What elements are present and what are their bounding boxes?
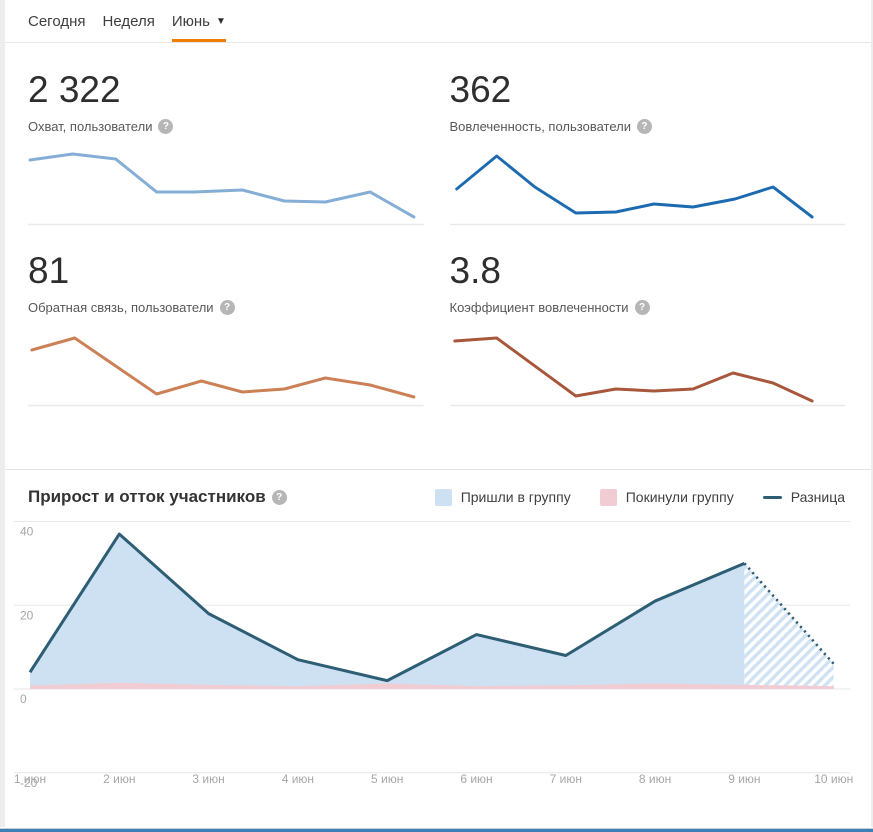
left-area [30, 682, 834, 689]
legend-item-joined[interactable]: Пришли в группу [434, 488, 571, 506]
card-reach-value: 2 322 [28, 69, 121, 110]
x-tick-label: 9 июн [728, 772, 760, 786]
card-engagement: 362 Вовлеченность, пользователи ? [449, 69, 845, 232]
x-tick-label: 10 июн [814, 772, 853, 786]
help-icon[interactable]: ? [634, 300, 650, 315]
help-icon[interactable]: ? [158, 119, 174, 134]
card-engagement-rate: 3.8 Коэффициент вовлеченности ? [449, 250, 845, 413]
legend-swatch-joined [434, 488, 452, 506]
x-tick-label: 6 июн [460, 772, 492, 786]
growth-chart: 40 20 0 -201 июн 2 июн 3 июн 4 июн 5 июн 6 июн 7 … [14, 521, 853, 790]
x-tick-label: 3 июн [192, 772, 224, 786]
legend-item-diff[interactable]: Разница [762, 489, 845, 505]
y-tick-label: 40 [20, 525, 34, 539]
card-engagement-rate-label: Коэффициент вовлеченности [449, 300, 629, 315]
growth-title: Прирост и отток участников [28, 487, 266, 506]
chart-legend: Пришли в группу Покинули группу Разница [434, 488, 845, 506]
x-tick-label: 2 июн [103, 772, 135, 786]
tab-month[interactable]: Июнь ▼ [171, 0, 226, 42]
card-engagement-label: Вовлеченность, пользователи [449, 119, 631, 134]
diff-line [28, 532, 745, 683]
legend-label-joined: Пришли в группу [460, 489, 571, 505]
sparkline-path [30, 336, 416, 399]
summary-cards: 2 322 Охват, пользователи ? 362 Вовлечен… [28, 71, 845, 413]
card-reach: 2 322 Охват, пользователи ? [28, 71, 424, 232]
section-divider [5, 469, 871, 470]
sparkline-path [454, 154, 814, 219]
help-icon[interactable]: ? [219, 300, 235, 315]
legend-swatch-diff [762, 495, 782, 499]
card-engagement-rate-value: 3.8 [449, 250, 501, 291]
er-sparkline [449, 336, 845, 407]
x-tick-label: 4 июн [282, 772, 314, 786]
stats-panel: Сегодня Неделя Июнь ▼ 2 322 Охват, польз… [5, 0, 871, 798]
projection-hatch-area [744, 563, 834, 689]
page-right-gutter [871, 0, 873, 827]
legend-item-left[interactable]: Покинули группу [599, 488, 734, 506]
sparkline-path [28, 152, 416, 219]
legend-label-left: Покинули группу [625, 489, 734, 505]
engagement-sparkline [449, 154, 845, 226]
feedback-sparkline [28, 336, 424, 407]
tab-today[interactable]: Сегодня [28, 12, 86, 30]
legend-label-diff: Разница [790, 489, 845, 505]
diff-line-projection [743, 562, 835, 665]
y-tick-label: 20 [20, 608, 34, 622]
x-tick-label: 8 июн [639, 772, 671, 786]
card-engagement-value: 362 [449, 69, 512, 110]
x-tick-label: 7 июн [550, 772, 582, 786]
tab-month-label: Июнь [171, 12, 210, 30]
tab-week[interactable]: Неделя [102, 12, 155, 30]
x-tick-label: 1 июн [14, 772, 46, 786]
help-icon[interactable]: ? [636, 119, 652, 134]
card-reach-label: Охват, пользователи [28, 119, 153, 134]
card-feedback: 81 Обратная связь, пользователи ? [28, 252, 424, 413]
period-tabs: Сегодня Неделя Июнь ▼ [5, 0, 871, 43]
page-left-gutter [0, 0, 5, 827]
y-tick-label: -20 [20, 776, 38, 790]
page-bottom-bar [0, 828, 873, 832]
y-tick-label: 0 [20, 692, 27, 706]
growth-section: Прирост и отток участников ? Пришли в гр… [5, 487, 871, 798]
reach-sparkline [28, 152, 424, 226]
card-feedback-value: 81 [28, 250, 70, 291]
x-tick-label: 5 июн [371, 772, 403, 786]
sparkline-path [452, 336, 814, 403]
joined-area [30, 534, 745, 689]
help-icon[interactable]: ? [271, 489, 287, 505]
card-feedback-label: Обратная связь, пользователи [28, 300, 214, 315]
dropdown-caret-icon: ▼ [215, 15, 226, 27]
legend-swatch-left [599, 488, 617, 506]
